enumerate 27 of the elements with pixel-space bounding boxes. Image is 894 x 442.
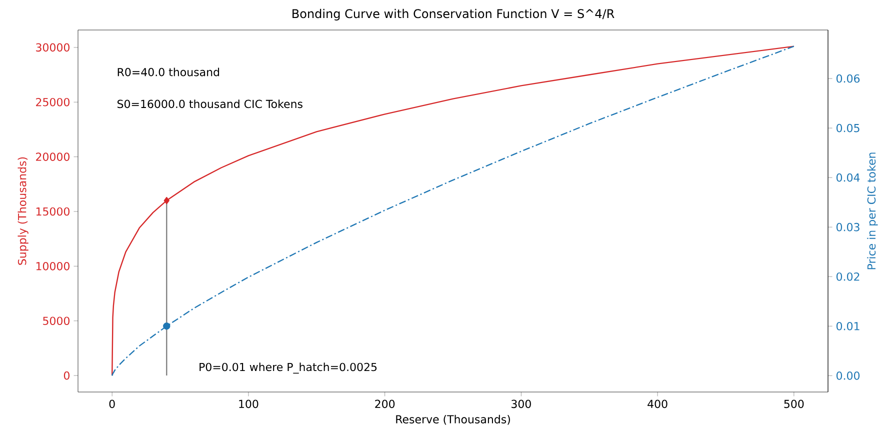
y-tick-label: 0 — [64, 371, 70, 380]
y-tick-label: 15000 — [36, 207, 70, 216]
y-tick-label: 5000 — [43, 316, 70, 326]
annotation: R0=40.0 thousand — [118, 68, 220, 76]
y2-tick-label: 0.06 — [836, 74, 860, 83]
y-tick-label: 30000 — [36, 43, 70, 52]
y-tick-label: 10000 — [36, 262, 70, 270]
x-tick-label: 500 — [784, 400, 804, 408]
x-tick-label: 200 — [375, 400, 395, 408]
annotation: P0=0.01 where P_hatch=0.0025 — [200, 362, 377, 374]
y-axis-title: Supply (Thousands) — [18, 157, 28, 265]
x-tick-label: 0 — [109, 400, 115, 408]
y2-tick-label: 0.04 — [836, 173, 860, 182]
x-tick-label: 400 — [648, 400, 668, 408]
y2-tick-label: 0.02 — [836, 272, 860, 281]
y-tick-label: 25000 — [36, 98, 70, 106]
chart-title: Bonding Curve with Conservation Function V = S^4/R — [292, 8, 614, 20]
x-tick-label: 100 — [239, 400, 258, 408]
x-axis-title: Reserve (Thousands) — [396, 414, 510, 425]
y2-tick-label: 0.01 — [836, 322, 860, 330]
annotation: S0=16000.0 thousand CIC Tokens — [117, 100, 302, 108]
y2-tick-label: 0.05 — [836, 124, 860, 132]
y2-tick-label: 0.03 — [836, 222, 860, 232]
x-tick-label: 300 — [512, 400, 531, 408]
y-tick-label: 20000 — [36, 152, 70, 161]
y2-axis-title: Price in per CIC token — [867, 152, 878, 270]
y2-tick-label: 0.00 — [836, 371, 860, 380]
